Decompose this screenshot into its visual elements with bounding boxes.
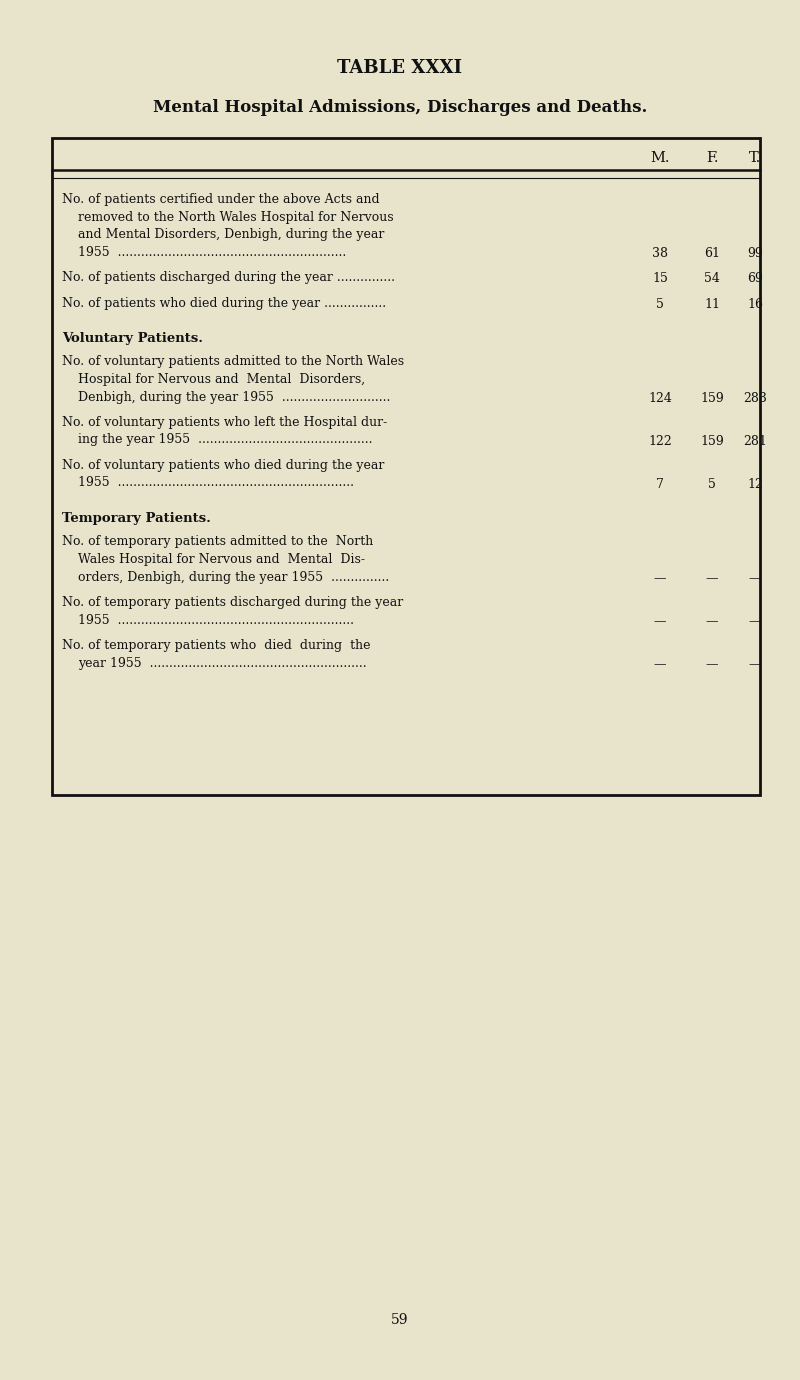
Text: 54: 54 bbox=[704, 272, 720, 286]
Text: 15: 15 bbox=[652, 272, 668, 286]
Text: No. of voluntary patients admitted to the North Wales: No. of voluntary patients admitted to th… bbox=[62, 356, 404, 368]
Text: and Mental Disorders, Denbigh, during the year: and Mental Disorders, Denbigh, during th… bbox=[78, 228, 384, 242]
Text: 59: 59 bbox=[391, 1312, 409, 1328]
Text: Temporary Patients.: Temporary Patients. bbox=[62, 512, 211, 524]
Text: 11: 11 bbox=[704, 298, 720, 310]
Text: M.: M. bbox=[650, 150, 670, 166]
Text: 1955  .............................................................: 1955 ...................................… bbox=[78, 476, 354, 490]
Text: —: — bbox=[749, 571, 762, 585]
Text: T.: T. bbox=[749, 150, 761, 166]
Text: No. of patients who died during the year ................: No. of patients who died during the year… bbox=[62, 297, 386, 309]
Text: 5: 5 bbox=[708, 477, 716, 491]
Text: No. of patients discharged during the year ...............: No. of patients discharged during the ye… bbox=[62, 270, 395, 284]
Text: 12: 12 bbox=[747, 477, 763, 491]
Text: 61: 61 bbox=[704, 247, 720, 259]
Text: —: — bbox=[654, 658, 666, 671]
Text: Voluntary Patients.: Voluntary Patients. bbox=[62, 333, 203, 345]
Text: Wales Hospital for Nervous and  Mental  Dis-: Wales Hospital for Nervous and Mental Di… bbox=[78, 553, 365, 566]
Text: F.: F. bbox=[706, 150, 718, 166]
Text: —: — bbox=[749, 615, 762, 628]
Text: No. of temporary patients admitted to the  North: No. of temporary patients admitted to th… bbox=[62, 535, 374, 548]
Text: ing the year 1955  .............................................: ing the year 1955 ......................… bbox=[78, 433, 373, 447]
Text: 281: 281 bbox=[743, 435, 767, 448]
Text: —: — bbox=[654, 615, 666, 628]
Text: 122: 122 bbox=[648, 435, 672, 448]
Text: Denbigh, during the year 1955  ............................: Denbigh, during the year 1955 ..........… bbox=[78, 391, 390, 403]
Text: 69: 69 bbox=[747, 272, 763, 286]
Text: TABLE XXXI: TABLE XXXI bbox=[338, 59, 462, 77]
Text: year 1955  ........................................................: year 1955 ..............................… bbox=[78, 657, 366, 669]
Bar bbox=[52, 138, 760, 795]
Text: No. of patients certified under the above Acts and: No. of patients certified under the abov… bbox=[62, 193, 380, 206]
Text: 283: 283 bbox=[743, 392, 767, 404]
Text: 159: 159 bbox=[700, 435, 724, 448]
Text: 38: 38 bbox=[652, 247, 668, 259]
Text: 5: 5 bbox=[656, 298, 664, 310]
Text: —: — bbox=[654, 571, 666, 585]
Text: No. of temporary patients discharged during the year: No. of temporary patients discharged dur… bbox=[62, 596, 403, 609]
Text: Mental Hospital Admissions, Discharges and Deaths.: Mental Hospital Admissions, Discharges a… bbox=[153, 99, 647, 116]
Text: —: — bbox=[749, 658, 762, 671]
Text: 16: 16 bbox=[747, 298, 763, 310]
Text: 159: 159 bbox=[700, 392, 724, 404]
Text: No. of temporary patients who  died  during  the: No. of temporary patients who died durin… bbox=[62, 639, 370, 651]
Text: removed to the North Wales Hospital for Nervous: removed to the North Wales Hospital for … bbox=[78, 211, 394, 224]
Text: 1955  ...........................................................: 1955 ...................................… bbox=[78, 246, 346, 258]
Text: 124: 124 bbox=[648, 392, 672, 404]
Text: 7: 7 bbox=[656, 477, 664, 491]
Text: —: — bbox=[706, 571, 718, 585]
Text: orders, Denbigh, during the year 1955  ...............: orders, Denbigh, during the year 1955 ..… bbox=[78, 570, 390, 584]
Text: No. of voluntary patients who left the Hospital dur-: No. of voluntary patients who left the H… bbox=[62, 415, 387, 429]
Text: Hospital for Nervous and  Mental  Disorders,: Hospital for Nervous and Mental Disorder… bbox=[78, 373, 365, 386]
Text: No. of voluntary patients who died during the year: No. of voluntary patients who died durin… bbox=[62, 460, 384, 472]
Text: —: — bbox=[706, 615, 718, 628]
Text: 99: 99 bbox=[747, 247, 763, 259]
Text: —: — bbox=[706, 658, 718, 671]
Text: 1955  .............................................................: 1955 ...................................… bbox=[78, 614, 354, 627]
